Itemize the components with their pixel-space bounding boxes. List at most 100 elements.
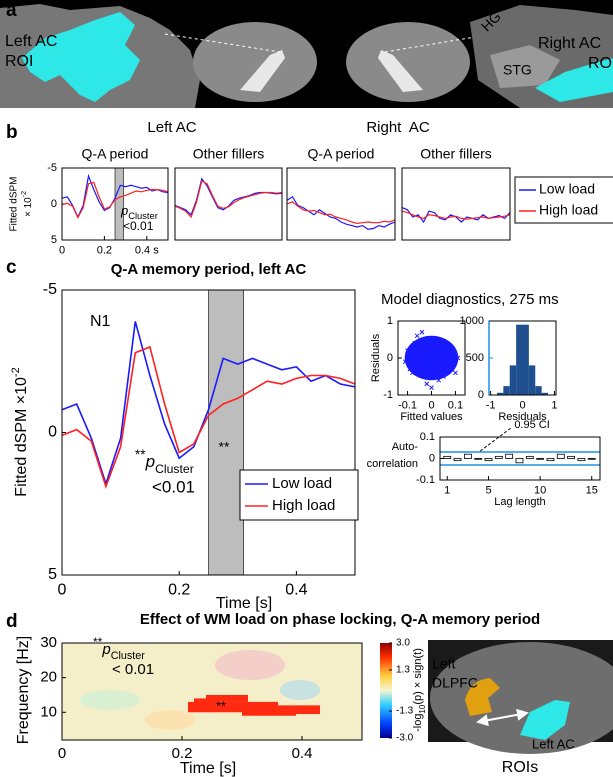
stars: ** [93, 635, 103, 649]
scatter-point [417, 363, 422, 368]
series-line [401, 207, 511, 224]
chart-title: Other fillers [420, 146, 492, 162]
x-tick-label: 0.4 s [135, 244, 159, 256]
colorbar-tick-label: -3.0 [396, 733, 414, 744]
region-label: STG [503, 62, 532, 78]
bar [515, 458, 524, 464]
x-tick-label: 0.1 [448, 399, 463, 411]
heatmap-texture [80, 690, 140, 710]
x-tick-label: 0.2 [97, 244, 112, 256]
x-axis-label: Fitted values [400, 411, 463, 423]
left-brain [193, 22, 317, 102]
y-tick-label: 5 [51, 234, 57, 246]
brain-label: Left [432, 656, 455, 672]
shaded-interval [208, 289, 244, 576]
annotation: <0.01 [123, 219, 154, 233]
scatter-point [445, 348, 451, 353]
p-subscript: Cluster [111, 650, 146, 662]
scatter-point [412, 340, 418, 346]
y-axis-scale-exp: -2 [21, 191, 28, 197]
scatter-point [429, 385, 434, 390]
bar [546, 458, 555, 462]
series-line [286, 201, 396, 225]
group-label: Left AC [147, 119, 196, 136]
annotation: pCluster [120, 203, 158, 221]
scatter-point [441, 374, 446, 379]
x-tick-label: 0 [519, 399, 525, 411]
cluster-cell [278, 705, 320, 715]
bar [536, 458, 545, 460]
y-axis-scale-base: × 10 [23, 197, 34, 217]
chart-title: Other fillers [193, 146, 265, 162]
series-line [61, 181, 169, 220]
y-tick-label: 20 [40, 669, 57, 686]
y-tick-label: 30 [40, 634, 57, 651]
roi-brain [430, 642, 613, 754]
panel-label: d [6, 611, 18, 632]
plot-frame [61, 167, 169, 241]
scatter-point [410, 370, 415, 376]
heatmap-texture [145, 710, 195, 730]
x-tick-label: 5 [485, 484, 491, 496]
x-tick-label: 0 [58, 581, 67, 598]
brain-label: DLPFC [432, 675, 478, 691]
right-roi [535, 58, 613, 102]
cluster-cell [194, 698, 218, 706]
y-tick-label: 1000 [460, 315, 484, 327]
connector [384, 31, 506, 53]
panel-label: c [6, 257, 17, 278]
colorbar [380, 643, 392, 738]
y-axis-label: Fitted dSPM [9, 176, 20, 231]
histogram-bar [509, 365, 517, 395]
y-axis-label: Residuals [370, 333, 382, 382]
p-subscript: Cluster [155, 462, 194, 476]
legend-label: High load [272, 497, 335, 514]
cluster-cell [188, 701, 278, 713]
colorbar-tick-label: -1.3 [396, 706, 414, 717]
bar [463, 453, 472, 459]
bar [505, 453, 514, 459]
colorbar-label-part: (p) × sign(t) [412, 648, 424, 705]
point-cloud [404, 335, 459, 381]
histogram-bar [516, 324, 523, 395]
scatter-point [453, 370, 458, 376]
annotation: N1 [90, 313, 111, 330]
diagnostics-title: Model diagnostics, 275 ms [381, 291, 559, 308]
x-tick-label: 1 [444, 484, 450, 496]
x-tick-label: 0 [58, 745, 66, 762]
scatter-point [419, 329, 425, 335]
y-axis-label-exp: -2 [10, 367, 22, 377]
histogram-bar [522, 324, 529, 395]
annotation: **pCluster [93, 635, 145, 662]
colorbar-tick-label: 1.3 [396, 665, 410, 676]
stars: ** [135, 447, 146, 462]
y-axis-label-base: Fitted dSPM ×10 [13, 377, 30, 497]
annotation: ** [219, 439, 230, 455]
y-tick-label: 0 [478, 389, 484, 401]
colorbar-label-part: -log [412, 714, 424, 732]
y-axis-label: correlation [367, 458, 418, 470]
heatmap-texture [280, 680, 320, 700]
plot-frame [174, 167, 283, 241]
right-brain [346, 22, 470, 102]
x-tick-label: 0.2 [172, 745, 193, 762]
histogram-bar [503, 386, 510, 395]
annotation: **pCluster [135, 447, 194, 476]
histogram-bar [535, 386, 542, 395]
bar [556, 453, 565, 459]
scatter-point [426, 363, 432, 368]
series-line [174, 180, 283, 219]
brain-label: Left AC [532, 736, 575, 751]
scatter-point [438, 340, 444, 346]
legend-label: Low load [539, 181, 595, 197]
bar [453, 458, 462, 462]
dlpfc-roi [465, 678, 500, 716]
histogram-bar [496, 392, 504, 395]
group-label: Right AC [366, 119, 430, 136]
cluster-cell [206, 694, 248, 702]
x-axis-label: Residuals [498, 411, 547, 423]
histogram-bar [528, 365, 536, 395]
y-tick-label: -5 [47, 162, 57, 174]
